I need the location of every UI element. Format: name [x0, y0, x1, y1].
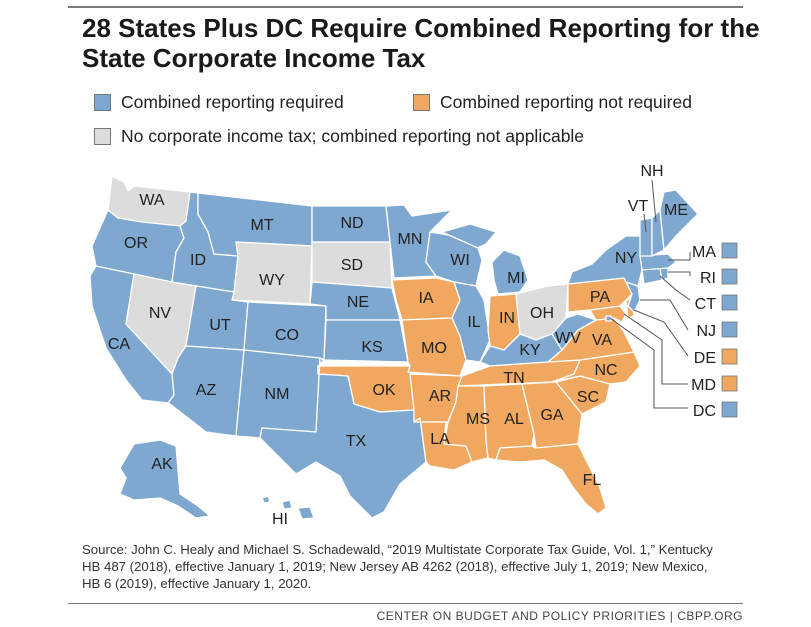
bottom-rule	[68, 603, 743, 604]
legend-swatch-required	[94, 94, 111, 111]
state-label-fl: FL	[583, 472, 602, 489]
state-nc	[551, 351, 641, 385]
state-label-mt: MT	[250, 217, 273, 234]
state-label-mi: MI	[507, 270, 525, 287]
state-label-wi: WI	[450, 252, 470, 269]
state-label-il: IL	[467, 314, 480, 331]
side-swatch-dc	[721, 401, 738, 418]
state-label-nd: ND	[340, 215, 363, 232]
state-label-hi: HI	[272, 511, 288, 528]
state-label-ga: GA	[540, 407, 563, 424]
leader-line-ri	[668, 271, 691, 276]
leader-line-dc	[609, 317, 688, 409]
state-label-vt: VT	[628, 198, 649, 215]
state-label-nc: NC	[594, 362, 617, 379]
state-label-va: VA	[592, 332, 612, 349]
side-label-md: MD	[691, 377, 716, 394]
state-label-ok: OK	[372, 382, 395, 399]
state-hi	[261, 495, 315, 520]
leader-line-de	[633, 309, 689, 357]
state-label-id: ID	[190, 252, 206, 269]
legend-item-not-required: Combined reporting not required	[413, 92, 692, 113]
state-label-sd: SD	[341, 257, 363, 274]
state-label-ms: MS	[466, 411, 490, 428]
state-fl	[495, 443, 607, 515]
leader-line-nj	[640, 299, 689, 331]
side-swatch-nj	[721, 321, 738, 338]
state-label-wv: WV	[555, 330, 581, 347]
state-label-al: AL	[504, 411, 524, 428]
side-label-ma: MA	[692, 244, 716, 261]
side-swatch-ct	[721, 294, 738, 311]
state-la	[413, 417, 473, 471]
legend-swatch-not-required	[413, 94, 430, 111]
state-label-ny: NY	[615, 250, 638, 267]
state-label-sc: SC	[577, 389, 599, 406]
legend-label-not-applicable: No corporate income tax; combined report…	[121, 126, 585, 146]
us-map: MA RI CT NJ DE MD DC WA OR CA NV ID MT W…	[89, 163, 738, 528]
state-label-ks: KS	[361, 339, 382, 356]
state-tx	[259, 357, 427, 519]
state-label-pa: PA	[590, 289, 610, 306]
source-note: Source: John C. Healy and Michael S. Sch…	[82, 542, 713, 591]
leader-line-vt	[643, 213, 647, 233]
state-label-mo: MO	[421, 340, 447, 357]
side-label-ct: CT	[695, 296, 717, 313]
leader-line-ct	[659, 275, 691, 301]
state-label-or: OR	[124, 235, 148, 252]
state-ak	[119, 439, 211, 519]
state-label-la: LA	[430, 431, 450, 448]
state-ma	[639, 253, 677, 271]
legend-item-not-applicable: No corporate income tax; combined report…	[94, 126, 584, 147]
side-swatch-md	[721, 375, 738, 392]
state-label-ia: IA	[418, 290, 433, 307]
state-label-nh: NH	[640, 163, 663, 180]
state-ri	[659, 267, 669, 281]
page-title: 28 States Plus DC Require Combined Repor…	[82, 13, 760, 73]
leader-line-md	[623, 313, 688, 385]
side-label-dc: DC	[693, 403, 716, 420]
side-swatch-de	[721, 348, 738, 365]
state-label-oh: OH	[530, 305, 554, 322]
state-label-tn: TN	[503, 370, 524, 387]
state-label-ky: KY	[519, 342, 541, 359]
top-rule	[68, 6, 743, 8]
side-label-nj: NJ	[696, 323, 716, 340]
side-label-de: DE	[694, 350, 716, 367]
state-label-nv: NV	[149, 305, 172, 322]
state-label-ak: AK	[151, 456, 173, 473]
state-label-mn: MN	[398, 231, 423, 248]
state-label-ca: CA	[108, 336, 131, 353]
side-swatch-ri	[721, 268, 738, 285]
legend-label-not-required: Combined reporting not required	[440, 92, 692, 112]
state-label-wy: WY	[259, 272, 285, 289]
state-label-ut: UT	[209, 317, 231, 334]
state-label-ne: NE	[347, 294, 369, 311]
state-label-tx: TX	[346, 433, 367, 450]
state-label-az: AZ	[196, 382, 217, 399]
side-swatch-ma	[721, 242, 738, 259]
side-label-ri: RI	[700, 270, 716, 287]
leader-line-ma	[668, 252, 691, 261]
state-dc	[605, 315, 612, 322]
state-vt	[639, 217, 653, 257]
legend-item-required: Combined reporting required	[94, 92, 344, 113]
state-label-co: CO	[275, 327, 299, 344]
state-mi	[441, 223, 529, 295]
state-me	[659, 189, 699, 251]
leader-line-nh	[651, 179, 657, 223]
state-label-ar: AR	[429, 388, 451, 405]
state-wv	[551, 313, 597, 351]
footer-credit: CENTER ON BUDGET AND POLICY PRIORITIES |…	[376, 609, 743, 623]
state-label-wa: WA	[139, 192, 165, 209]
legend-swatch-not-applicable	[94, 128, 111, 145]
state-il	[451, 281, 491, 363]
state-label-in: IN	[499, 310, 515, 327]
state-label-me: ME	[664, 202, 688, 219]
state-label-nm: NM	[265, 386, 290, 403]
legend-label-required: Combined reporting required	[121, 92, 344, 112]
